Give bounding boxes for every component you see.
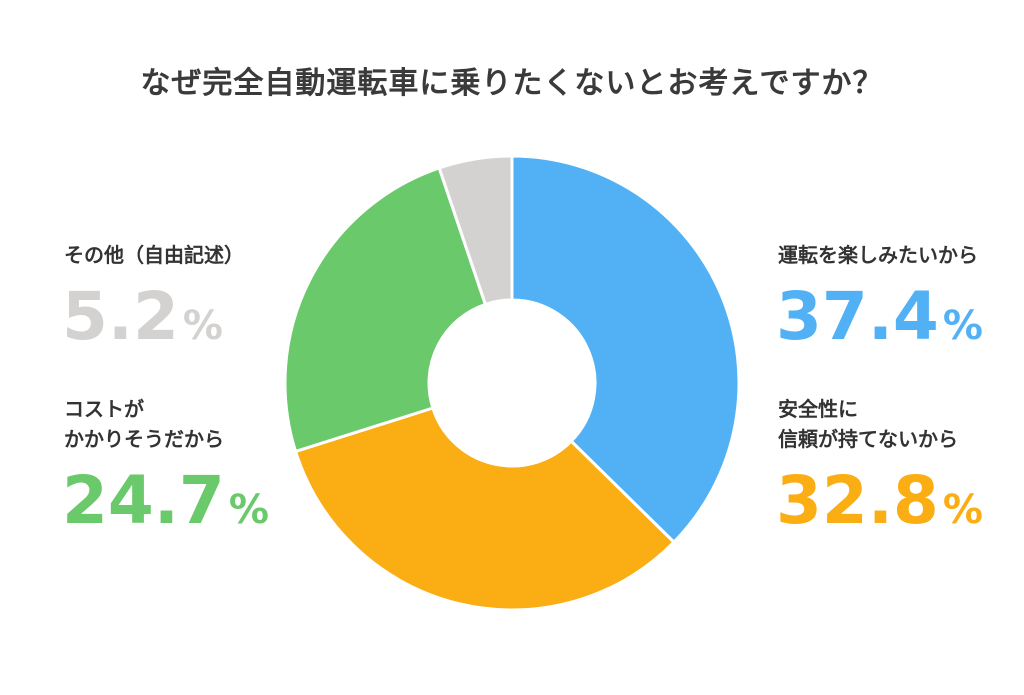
chart-title: なぜ完全自動運転車に乗りたくないとお考えですか？ [140,66,884,101]
value-other: 5.2% [62,278,223,355]
legend-label-safety: 安全性に 信頼が持てないから [778,397,958,451]
value-enjoy-driving: 37.4% [776,278,983,355]
slice-enjoy-driving [510,154,741,544]
value-cost: 24.7% [62,462,269,539]
legend-label-other: その他（自由記述） [64,243,244,267]
legend-label-cost: コストが かかりそうだから [64,397,224,451]
slice-other [437,154,514,306]
value-safety: 32.8% [776,462,983,539]
slice-safety [294,406,676,612]
legend-label-enjoy-driving: 運転を楽しみたいから [778,243,978,267]
slice-cost [283,166,487,453]
